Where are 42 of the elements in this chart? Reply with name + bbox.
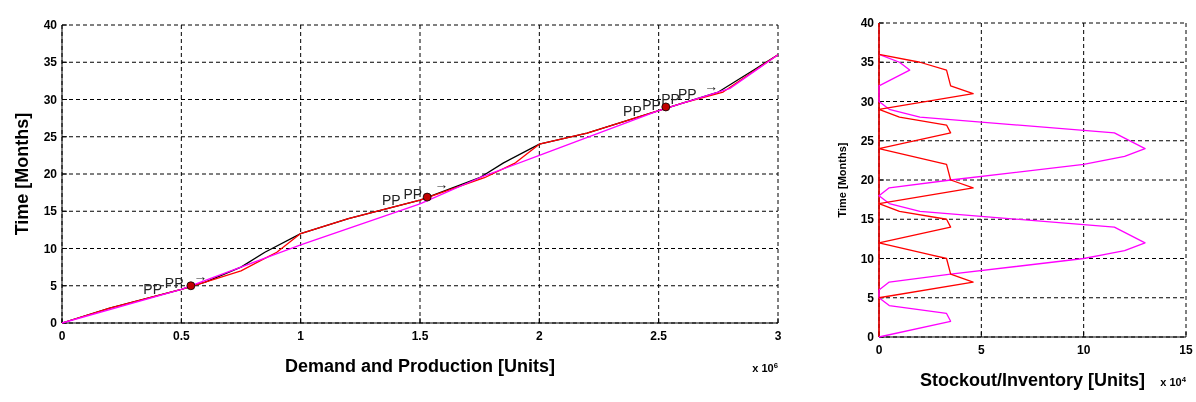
x-tick-label: 5	[977, 343, 985, 357]
y-tick-label: 20	[860, 173, 875, 187]
annotation: →	[704, 78, 719, 95]
annotation: →	[434, 175, 449, 192]
annotation: →	[193, 267, 208, 284]
annotation: PP	[403, 185, 423, 202]
y-tick-label: 40	[43, 18, 58, 32]
y-tick-label: 5	[50, 278, 58, 293]
x-tick-label: 3	[774, 329, 782, 343]
text: x 10$^{6}$	[752, 360, 778, 374]
x-tick-label: 1	[297, 329, 305, 343]
x-tick-label: 2.5	[650, 329, 668, 343]
annotation: PP	[143, 280, 163, 297]
y-tick-label: 20	[43, 167, 58, 181]
x-tick-label: 1.5	[411, 329, 429, 343]
x-tick-label: 10	[1076, 343, 1091, 357]
y-tick-label: 35	[860, 55, 875, 70]
x-tick-label: 2	[535, 329, 543, 343]
annotation: PP	[382, 191, 401, 208]
annotation: PP	[642, 96, 661, 113]
y-tick-label: 40	[860, 16, 875, 30]
annotation: PP	[164, 275, 184, 292]
y-axis-title: Time [Months]	[12, 112, 32, 236]
annotation: PP	[623, 102, 642, 119]
y-tick-label: 10	[860, 251, 875, 266]
y-tick-label: 25	[43, 129, 58, 144]
y-tick-label: 15	[43, 204, 58, 219]
x-axis-title: Demand and Production [Units]	[285, 356, 555, 376]
y-tick-label: 35	[43, 55, 58, 70]
y-tick-label: 0	[50, 316, 58, 330]
y-tick-label: 30	[43, 92, 58, 107]
x-axis-title: Stockout/Inventory [Units]	[919, 370, 1146, 390]
y-tick-label: 25	[860, 133, 875, 148]
y-tick-label: 10	[43, 241, 58, 256]
x-tick-label: 15	[1179, 343, 1193, 357]
y-axis-title: Time [Months]	[836, 142, 848, 218]
x-tick-label: 0.5	[172, 329, 190, 343]
y-tick-label: 5	[867, 290, 875, 305]
y-tick-label: 15	[860, 212, 875, 227]
text: x 10$^{4}$	[1160, 374, 1187, 388]
y-tick-label: 30	[860, 94, 875, 109]
annotation: PP	[661, 90, 680, 107]
